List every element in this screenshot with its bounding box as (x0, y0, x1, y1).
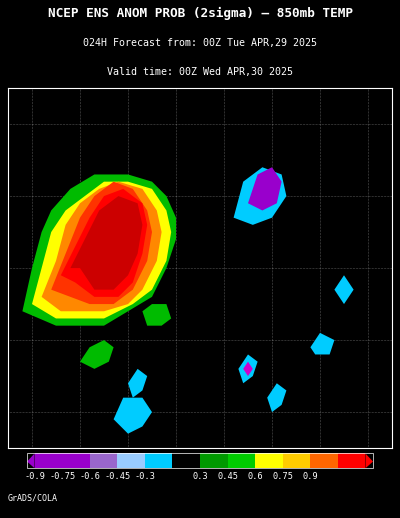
Polygon shape (80, 340, 114, 369)
Polygon shape (128, 369, 147, 398)
Polygon shape (334, 275, 354, 304)
Text: -0.3: -0.3 (134, 472, 155, 481)
Polygon shape (234, 167, 286, 225)
Polygon shape (42, 182, 162, 311)
Text: Valid time: 00Z Wed APR,30 2025: Valid time: 00Z Wed APR,30 2025 (107, 67, 293, 77)
Polygon shape (142, 304, 171, 326)
Text: 0.45: 0.45 (217, 472, 238, 481)
Text: GrADS/COLA: GrADS/COLA (8, 494, 58, 502)
Bar (27, 453, 373, 468)
Text: 0.9: 0.9 (302, 472, 318, 481)
Bar (172, 453, 200, 468)
Polygon shape (114, 398, 152, 434)
Bar (255, 453, 283, 468)
Text: 0.75: 0.75 (272, 472, 293, 481)
Polygon shape (32, 182, 171, 319)
Bar (310, 453, 338, 468)
Bar (200, 453, 228, 468)
Bar (338, 453, 366, 468)
Polygon shape (366, 453, 373, 468)
Bar (228, 453, 255, 468)
Text: 024H Forecast from: 00Z Tue APR,29 2025: 024H Forecast from: 00Z Tue APR,29 2025 (83, 38, 317, 49)
Polygon shape (248, 167, 282, 210)
Bar (145, 453, 172, 468)
Polygon shape (238, 354, 258, 383)
Polygon shape (243, 362, 253, 376)
Polygon shape (51, 182, 152, 304)
Polygon shape (267, 383, 286, 412)
Polygon shape (27, 453, 34, 468)
Bar (62, 453, 90, 468)
Polygon shape (61, 189, 147, 297)
Text: -0.45: -0.45 (104, 472, 130, 481)
Text: -0.6: -0.6 (79, 472, 100, 481)
Text: -0.9: -0.9 (24, 472, 45, 481)
Text: 0.6: 0.6 (247, 472, 263, 481)
Polygon shape (22, 175, 176, 326)
Bar (283, 453, 310, 468)
Bar (34, 453, 62, 468)
Bar (90, 453, 117, 468)
Text: -0.75: -0.75 (49, 472, 75, 481)
Bar (117, 453, 145, 468)
Polygon shape (310, 333, 334, 354)
Text: 0.3: 0.3 (192, 472, 208, 481)
Polygon shape (70, 196, 142, 290)
Text: NCEP ENS ANOM PROB (2sigma) – 850mb TEMP: NCEP ENS ANOM PROB (2sigma) – 850mb TEMP (48, 7, 352, 20)
